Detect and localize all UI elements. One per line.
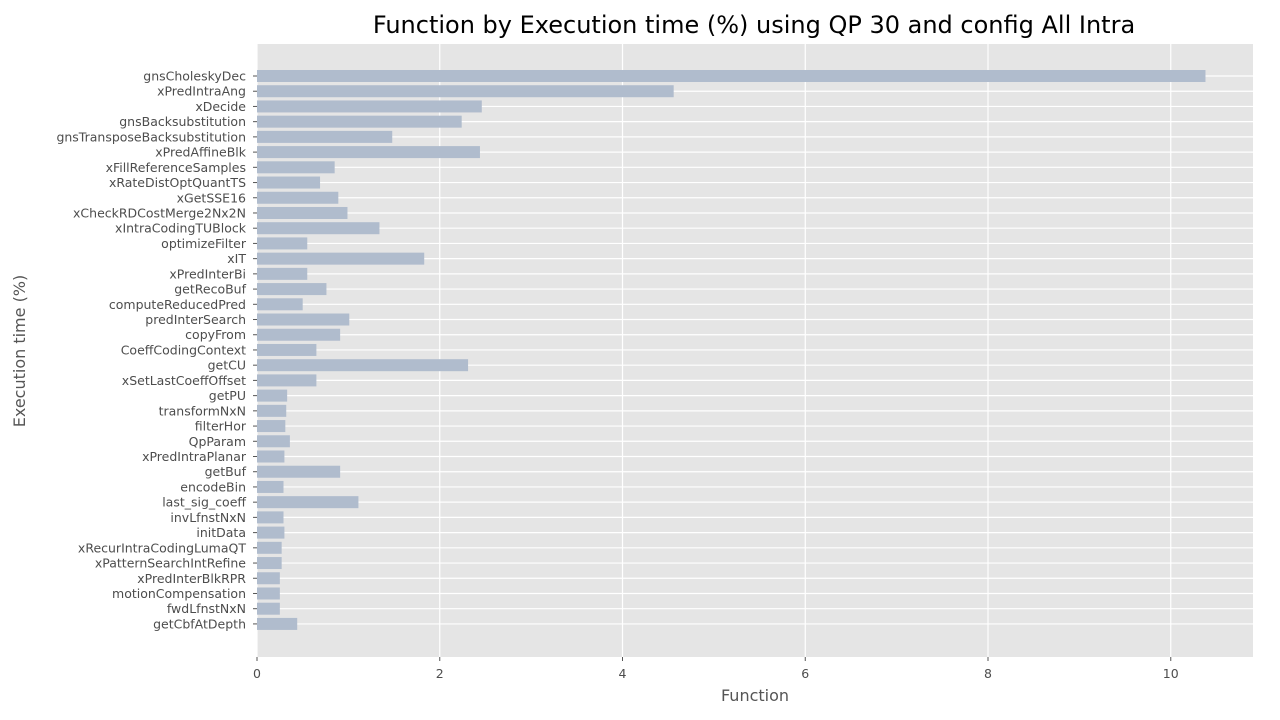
y-tick-label: xCheckRDCostMerge2Nx2N xyxy=(73,205,246,220)
bar-getCU xyxy=(257,359,469,372)
bar-QpParam xyxy=(257,435,290,448)
y-tick-label: getCU xyxy=(208,358,246,373)
bar-xDecide xyxy=(257,100,482,113)
bar-initData xyxy=(257,526,285,539)
x-tick-labels: 0 2 4 6 8 10 xyxy=(253,657,1179,681)
bar-gnsCholeskyDec xyxy=(257,70,1206,82)
y-tick-label: last_sig_coeff xyxy=(162,495,246,510)
bar-xGetSSE16 xyxy=(257,191,339,204)
y-tick-label: xRecurIntraCodingLumaQT xyxy=(78,540,246,555)
y-tick-label: CoeffCodingContext xyxy=(121,342,246,357)
y-tick-label: xIntraCodingTUBlock xyxy=(115,221,247,236)
y-tick-label: getRecoBuf xyxy=(174,282,246,297)
y-tick-label: xFillReferenceSamples xyxy=(106,160,246,175)
bar-getRecoBuf xyxy=(257,283,327,296)
bar-xIntraCodingTUBlock xyxy=(257,222,380,235)
x-tick-label: 0 xyxy=(253,666,261,681)
x-tick-label: 10 xyxy=(1163,666,1179,681)
y-tick-label: xPatternSearchIntRefine xyxy=(95,556,246,571)
bar-xRecurIntraCodingLumaQT xyxy=(257,541,282,554)
y-tick-label: computeReducedPred xyxy=(109,297,246,312)
bar-xPredIntraAng xyxy=(257,85,674,98)
y-tick-label: encodeBin xyxy=(180,479,246,494)
y-tick-label: transformNxN xyxy=(159,403,246,418)
y-tick-label: copyFrom xyxy=(185,327,246,342)
bar-getPU xyxy=(257,389,288,402)
bar-gnsBacksubstitution xyxy=(257,115,462,128)
y-tick-label: xGetSSE16 xyxy=(177,190,246,205)
y-tick-label: xPredInterBlkRPR xyxy=(137,571,246,586)
y-tick-label: motionCompensation xyxy=(112,586,246,601)
bar-fwdLfnstNxN xyxy=(257,602,280,615)
y-tick-label: invLfnstNxN xyxy=(170,510,246,525)
bar-getCbfAtDepth xyxy=(257,617,298,630)
bar-xFillReferenceSamples xyxy=(257,161,335,174)
y-tick-label: getCbfAtDepth xyxy=(153,616,246,631)
bar-transformNxN xyxy=(257,404,287,417)
bar-invLfnstNxN xyxy=(257,511,284,524)
y-tick-label: gnsBacksubstitution xyxy=(119,114,246,129)
bar-predInterSearch xyxy=(257,313,350,326)
bar-xIT xyxy=(257,252,425,265)
bar-xRateDistOptQuantTS xyxy=(257,176,321,189)
y-tick-label: fwdLfnstNxN xyxy=(167,601,246,616)
y-tick-label: getPU xyxy=(209,388,246,403)
y-tick-label: xPredIntraPlanar xyxy=(142,449,247,464)
bar-getBuf xyxy=(257,465,341,478)
bar-xPatternSearchIntRefine xyxy=(257,557,282,570)
x-tick-label: 4 xyxy=(619,666,627,681)
bar-xPredInterBi xyxy=(257,267,308,280)
y-tick-label: getBuf xyxy=(205,464,247,479)
y-tick-label: initData xyxy=(196,525,246,540)
y-axis-label: Execution time (%) xyxy=(10,275,29,428)
y-tick-label: gnsTransposeBacksubstitution xyxy=(56,129,246,144)
bar-motionCompensation xyxy=(257,587,280,600)
y-tick-label: xSetLastCoeffOffset xyxy=(122,373,246,388)
y-tick-label: predInterSearch xyxy=(145,312,246,327)
bar-optimizeFilter xyxy=(257,237,308,250)
chart-title: Function by Execution time (%) using QP … xyxy=(373,11,1135,39)
y-tick-label: xDecide xyxy=(195,99,246,114)
bar-xPredInterBlkRPR xyxy=(257,572,280,585)
x-axis-label: Function xyxy=(721,686,789,705)
bar-xCheckRDCostMerge2Nx2N xyxy=(257,206,348,219)
y-tick-label: xIT xyxy=(227,251,246,266)
x-tick-label: 8 xyxy=(984,666,992,681)
bar-filterHor xyxy=(257,420,286,433)
y-tick-label: xRateDistOptQuantTS xyxy=(109,175,246,190)
y-tick-label: xPredIntraAng xyxy=(157,84,246,99)
bar-computeReducedPred xyxy=(257,298,303,311)
y-tick-label: gnsCholeskyDec xyxy=(143,69,246,84)
y-tick-label: QpParam xyxy=(189,434,246,449)
y-tick-label: optimizeFilter xyxy=(161,236,247,251)
y-tick-label: xPredInterBi xyxy=(169,266,246,281)
y-tick-labels: gnsCholeskyDecxPredIntraAngxDecidegnsBac… xyxy=(56,69,257,631)
y-tick-label: xPredAffineBlk xyxy=(155,145,247,160)
bar-xSetLastCoeffOffset xyxy=(257,374,317,387)
bar-CoeffCodingContext xyxy=(257,343,317,356)
bar-encodeBin xyxy=(257,480,284,493)
bars xyxy=(257,70,1206,630)
x-tick-label: 2 xyxy=(436,666,444,681)
y-tick-label: filterHor xyxy=(195,419,247,434)
bar-last_sig_coeff xyxy=(257,496,359,509)
bar-xPredAffineBlk xyxy=(257,146,480,159)
bar-copyFrom xyxy=(257,328,341,341)
bar-xPredIntraPlanar xyxy=(257,450,285,463)
x-tick-label: 6 xyxy=(801,666,809,681)
bar-gnsTransposeBacksubstitution xyxy=(257,130,393,143)
